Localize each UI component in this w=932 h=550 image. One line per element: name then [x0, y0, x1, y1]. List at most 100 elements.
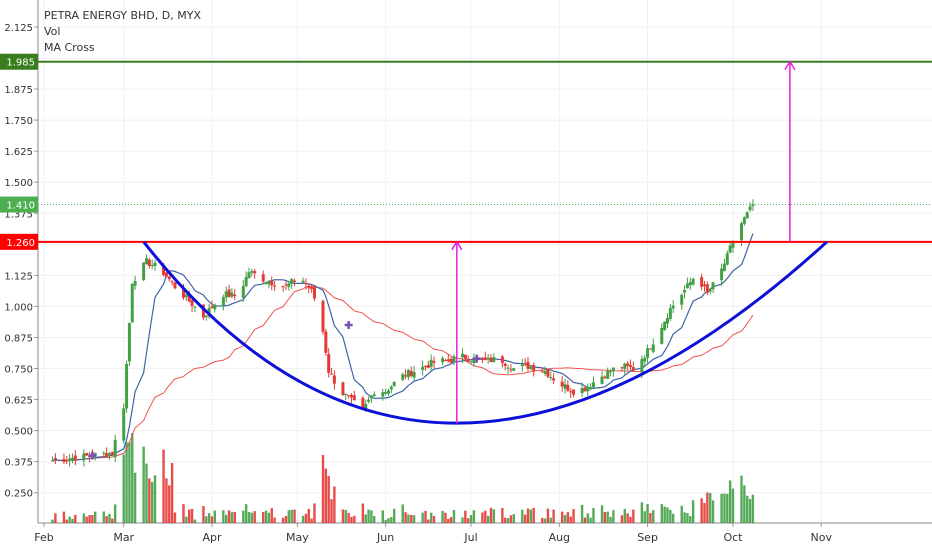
candle-body: [201, 304, 205, 318]
volume-bar: [373, 516, 376, 523]
volume-bar: [404, 512, 407, 523]
volume-bar: [748, 498, 752, 523]
ma-cross-marker: [344, 321, 353, 330]
volume-bar: [131, 433, 134, 523]
candle-body: [281, 286, 285, 288]
candle-body: [290, 279, 294, 284]
price-label-bg: [0, 233, 38, 250]
volume-bar: [583, 517, 587, 523]
candle-body: [310, 287, 314, 289]
volume-bar: [666, 507, 669, 523]
volume-bar: [424, 510, 427, 523]
x-tick-label: Oct: [723, 531, 743, 544]
volume-bar: [287, 510, 291, 523]
candle-body: [187, 295, 191, 302]
candle-body: [722, 263, 726, 272]
candle-body: [452, 356, 456, 363]
volume-bar: [646, 503, 649, 523]
volume-bar: [187, 509, 191, 523]
candle-body: [432, 360, 436, 363]
volume-bar: [182, 504, 185, 523]
price-label-text: 1.985: [6, 58, 35, 69]
candle-body: [423, 366, 427, 368]
volume-bar: [492, 509, 496, 523]
legend-ma-cross: MA Cross: [44, 41, 95, 54]
candle-body: [213, 304, 217, 310]
volume-bar: [592, 507, 595, 523]
x-tick-label: Jul: [463, 531, 477, 544]
volume-bar: [532, 507, 535, 523]
volume-bar: [281, 517, 285, 523]
volume-bar: [680, 505, 683, 523]
candle-body: [708, 289, 712, 292]
volume-bar: [82, 513, 86, 523]
candle-body: [190, 300, 194, 306]
volume-bar: [128, 442, 131, 523]
volume-bar: [392, 508, 396, 523]
price-label-text: 1.260: [6, 238, 35, 249]
candle-body: [244, 277, 248, 287]
candle-body: [261, 274, 265, 282]
volume-bar: [441, 510, 444, 523]
candle-body: [401, 374, 405, 380]
volume-bar: [313, 503, 316, 523]
volume-bar: [74, 514, 77, 523]
candle-body: [472, 357, 476, 364]
volume-bar: [330, 499, 333, 523]
volume-bar: [105, 516, 108, 523]
candle-body: [193, 306, 197, 308]
candle-body: [628, 365, 632, 367]
candle-body: [500, 356, 504, 364]
candle-body: [227, 289, 231, 297]
volume-bar: [370, 510, 373, 523]
candle-body: [503, 363, 507, 366]
candle-body: [184, 294, 188, 297]
volume-bar: [307, 508, 310, 523]
candle-body: [512, 368, 516, 371]
candle-body: [591, 382, 595, 388]
candle-body: [691, 278, 695, 285]
volume-bar: [427, 519, 430, 523]
candle-body: [406, 370, 410, 378]
volume-bar: [264, 510, 268, 523]
volume-bar: [461, 517, 464, 523]
volume-bar: [560, 511, 564, 523]
ma-fast-line: [52, 233, 754, 462]
x-tick-label: Sep: [637, 531, 658, 544]
volume-bar: [165, 478, 168, 523]
candle-body: [62, 458, 66, 462]
volume-bar: [213, 510, 217, 523]
volume-bar: [432, 515, 436, 523]
volume-bar: [526, 508, 530, 523]
volume-bar: [452, 509, 456, 523]
volume-bar: [484, 510, 487, 523]
candle-body: [182, 289, 186, 298]
volume-bar: [421, 512, 424, 523]
candle-body: [361, 397, 365, 409]
volume-bar: [632, 509, 635, 523]
candle-body: [127, 323, 131, 362]
volume-bar: [711, 500, 715, 523]
volume-bar: [543, 518, 547, 523]
volume-bar: [549, 517, 552, 523]
candle-body: [85, 452, 89, 456]
volume-bar: [85, 516, 88, 523]
volume-bar: [293, 509, 296, 523]
volume-bar: [620, 515, 624, 523]
candle-body: [82, 453, 86, 461]
volume-bar: [703, 502, 706, 523]
volume-bar: [150, 482, 154, 523]
y-tick-label: 1.125: [4, 271, 33, 282]
candle-body: [461, 353, 465, 358]
candle-body: [651, 344, 655, 352]
candle-body: [646, 348, 650, 358]
candle-body: [506, 367, 510, 369]
volume-bar: [125, 442, 128, 523]
volume-bar: [731, 488, 735, 523]
volume-bar: [689, 516, 692, 523]
candle-body: [668, 308, 672, 319]
volume-bar: [683, 512, 686, 523]
candle-body: [105, 453, 109, 457]
x-tick-label: May: [286, 531, 309, 544]
